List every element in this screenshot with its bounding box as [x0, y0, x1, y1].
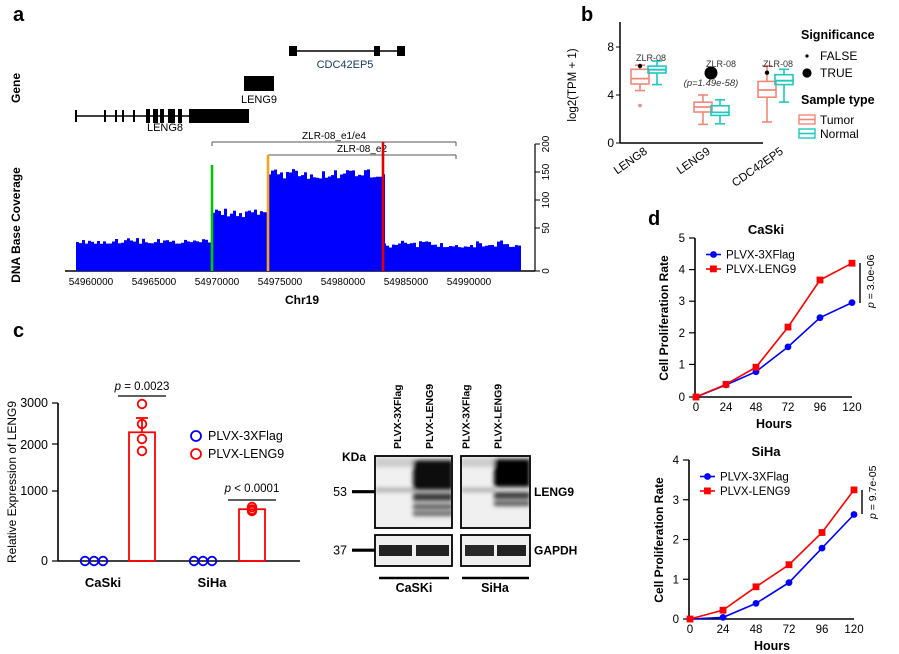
svg-text:96: 96 — [816, 624, 829, 636]
svg-text:LENG9: LENG9 — [675, 146, 713, 177]
svg-text:1000: 1000 — [20, 484, 48, 498]
svg-text:0: 0 — [687, 624, 693, 636]
svg-text:(p=1.49e-58): (p=1.49e-58) — [684, 78, 739, 89]
svg-text:72: 72 — [783, 624, 796, 636]
svg-text:100: 100 — [541, 191, 552, 208]
svg-text:ZLR-08: ZLR-08 — [763, 59, 793, 69]
svg-text:96: 96 — [814, 402, 827, 414]
svg-text:KDa: KDa — [342, 450, 366, 464]
svg-text:24: 24 — [717, 624, 730, 636]
svg-text:TRUE: TRUE — [820, 66, 853, 80]
svg-text:48: 48 — [750, 402, 763, 414]
svg-text:4: 4 — [607, 88, 614, 102]
svg-text:CDC42EP5: CDC42EP5 — [317, 59, 374, 71]
svg-text:Cell Proliferation Rate: Cell Proliferation Rate — [652, 477, 666, 603]
svg-text:0: 0 — [673, 614, 679, 626]
svg-text:120: 120 — [842, 402, 861, 414]
svg-text:ZLR-08_e1/e4: ZLR-08_e1/e4 — [302, 131, 366, 142]
svg-text:Hours: Hours — [756, 417, 792, 431]
svg-text:PLVX-LENG9: PLVX-LENG9 — [424, 384, 436, 449]
svg-text:24: 24 — [720, 402, 733, 414]
svg-text:3: 3 — [673, 495, 679, 507]
svg-text:CDC42EP5: CDC42EP5 — [730, 146, 786, 190]
svg-text:54970000: 54970000 — [195, 277, 240, 288]
svg-text:50: 50 — [541, 222, 552, 234]
svg-text:PLVX-3XFlag: PLVX-3XFlag — [461, 384, 473, 449]
svg-text:LENG8: LENG8 — [147, 122, 183, 134]
svg-text:Tumor: Tumor — [820, 113, 854, 127]
svg-text:72: 72 — [782, 402, 795, 414]
svg-text:p = 9.7e-05: p = 9.7e-05 — [867, 465, 879, 520]
svg-text:ZLR-08: ZLR-08 — [636, 53, 666, 63]
svg-text:Relative Expression of LENG9: Relative Expression of LENG9 — [5, 401, 19, 563]
svg-text:DNA Base Coverage: DNA Base Coverage — [9, 167, 23, 283]
svg-text:2: 2 — [679, 328, 685, 340]
svg-text:Normal: Normal — [820, 127, 859, 141]
svg-text:150: 150 — [541, 163, 552, 180]
svg-text:8: 8 — [607, 40, 614, 54]
svg-text:4: 4 — [673, 455, 680, 467]
svg-text:0: 0 — [541, 268, 552, 274]
svg-text:Significance: Significance — [801, 28, 875, 42]
svg-text:PLVX-LENG9: PLVX-LENG9 — [493, 384, 505, 449]
svg-text:CaSki: CaSki — [85, 575, 121, 590]
svg-text:SiHa: SiHa — [198, 575, 228, 590]
svg-text:54975000: 54975000 — [258, 277, 303, 288]
svg-text:2: 2 — [673, 535, 679, 547]
svg-text:48: 48 — [750, 624, 763, 636]
svg-text:CaSKi: CaSKi — [396, 581, 433, 595]
svg-text:120: 120 — [844, 624, 863, 636]
svg-text:PLVX-3XFlag: PLVX-3XFlag — [392, 384, 404, 449]
svg-text:p = 0.0023: p = 0.0023 — [114, 381, 170, 393]
svg-text:FALSE: FALSE — [820, 49, 857, 63]
svg-text:ZLR-08: ZLR-08 — [706, 59, 736, 69]
svg-text:54965000: 54965000 — [132, 277, 177, 288]
svg-text:54960000: 54960000 — [69, 277, 114, 288]
svg-text:54985000: 54985000 — [384, 277, 429, 288]
svg-text:ZLR-08_e2: ZLR-08_e2 — [337, 144, 387, 155]
svg-text:PLVX-3XFlag: PLVX-3XFlag — [720, 472, 789, 484]
svg-text:Hours: Hours — [754, 639, 790, 653]
svg-text:0: 0 — [41, 554, 48, 568]
svg-text:0: 0 — [679, 392, 685, 404]
svg-text:3000: 3000 — [20, 396, 48, 410]
svg-text:Sample type: Sample type — [801, 93, 875, 107]
svg-text:200: 200 — [541, 135, 552, 152]
svg-text:1: 1 — [679, 359, 685, 371]
svg-text:LENG9: LENG9 — [241, 94, 277, 106]
svg-text:54980000: 54980000 — [321, 277, 366, 288]
svg-text:PLVX-3XFlag: PLVX-3XFlag — [208, 429, 283, 443]
svg-text:Chr19: Chr19 — [285, 293, 319, 307]
svg-text:SiHa: SiHa — [752, 444, 782, 459]
svg-text:log2(TPM + 1): log2(TPM + 1) — [567, 48, 579, 121]
svg-text:0: 0 — [607, 136, 614, 150]
svg-text:LENG8: LENG8 — [612, 146, 650, 177]
svg-text:1: 1 — [673, 574, 679, 586]
svg-text:PLVX-LENG9: PLVX-LENG9 — [720, 486, 790, 498]
svg-text:PLVX-LENG9: PLVX-LENG9 — [208, 447, 284, 461]
svg-text:p < 0.0001: p < 0.0001 — [224, 483, 280, 495]
svg-text:Gene: Gene — [9, 73, 23, 103]
svg-text:0: 0 — [693, 402, 699, 414]
svg-text:SiHa: SiHa — [481, 581, 510, 595]
svg-text:54990000: 54990000 — [447, 277, 492, 288]
svg-text:2000: 2000 — [20, 438, 48, 452]
